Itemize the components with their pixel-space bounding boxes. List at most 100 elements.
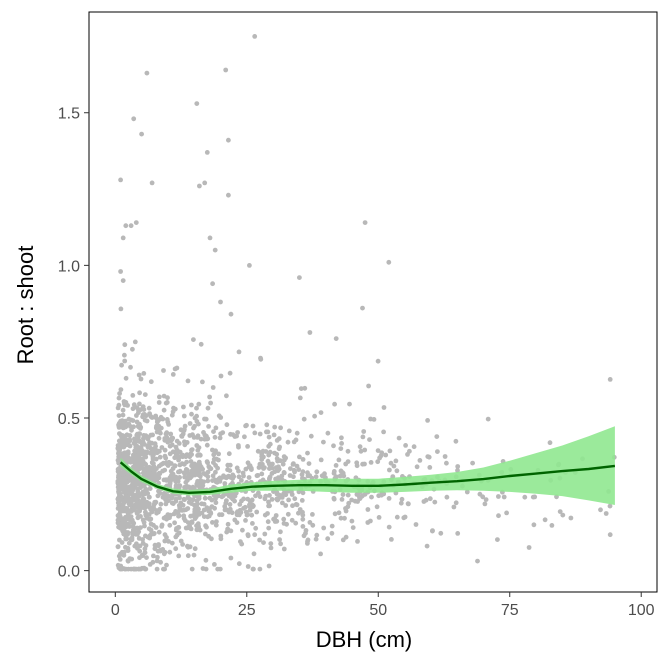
data-point [188, 452, 193, 457]
data-point [207, 394, 213, 400]
data-point [427, 465, 433, 470]
data-point [217, 475, 223, 481]
data-point [374, 504, 380, 510]
data-point [257, 566, 263, 572]
data-point [217, 479, 223, 484]
data-point [227, 370, 233, 376]
data-point [224, 393, 229, 399]
data-point [265, 519, 271, 525]
data-point [205, 469, 211, 475]
data-point [214, 519, 219, 524]
data-point [186, 471, 192, 476]
data-point [310, 522, 316, 528]
data-point [202, 436, 208, 442]
outlier-point [194, 101, 200, 106]
data-point [118, 387, 124, 392]
data-point [245, 533, 251, 539]
data-point [141, 468, 147, 474]
data-point [130, 393, 136, 398]
data-point [226, 451, 232, 457]
data-point [209, 536, 214, 542]
data-point [135, 467, 141, 473]
data-point [161, 407, 167, 413]
data-point [142, 412, 148, 417]
data-point [375, 459, 381, 465]
data-point [201, 430, 206, 435]
data-point [180, 542, 186, 547]
data-point [339, 497, 345, 502]
data-point [131, 506, 137, 511]
data-point [197, 484, 203, 490]
data-point [115, 405, 121, 411]
data-point [136, 372, 142, 378]
data-point [300, 469, 306, 475]
data-point [164, 535, 169, 540]
data-point [149, 440, 155, 446]
data-point [143, 509, 148, 515]
data-point [159, 445, 165, 450]
outlier-point [118, 269, 123, 274]
data-point [314, 469, 320, 475]
outlier-point [362, 220, 368, 226]
data-point [281, 454, 287, 459]
data-point [210, 385, 216, 390]
data-point [146, 494, 152, 500]
data-point [213, 469, 218, 475]
data-point [157, 394, 162, 400]
data-point [291, 461, 296, 466]
data-point [336, 457, 342, 463]
data-point [271, 432, 277, 438]
data-point [218, 536, 224, 542]
data-point [215, 465, 221, 471]
data-point [163, 501, 169, 507]
data-point [195, 506, 201, 511]
data-point [132, 339, 138, 345]
data-point [387, 467, 392, 473]
data-point [130, 346, 135, 352]
data-point [204, 524, 209, 530]
data-point [119, 362, 124, 368]
data-point [133, 493, 138, 498]
data-point [161, 368, 166, 373]
data-point [208, 400, 214, 406]
data-point [173, 546, 179, 552]
data-point [266, 443, 272, 449]
data-point [210, 473, 216, 479]
data-point [118, 509, 123, 515]
data-point [248, 465, 254, 471]
data-point [308, 433, 314, 439]
data-point [321, 525, 327, 531]
data-point [325, 536, 331, 542]
data-point [161, 551, 167, 557]
data-point [329, 523, 335, 529]
data-point [156, 448, 161, 454]
data-point [531, 522, 537, 528]
data-point [151, 461, 156, 466]
data-point [140, 537, 146, 542]
data-point [291, 439, 297, 445]
data-point [254, 509, 260, 515]
data-point [281, 546, 287, 552]
data-point [455, 531, 461, 536]
data-point [127, 433, 133, 438]
outlier-point [120, 278, 126, 283]
data-point [119, 436, 125, 441]
data-point [464, 489, 470, 495]
data-point [164, 461, 170, 467]
data-point [142, 392, 148, 397]
data-point [116, 395, 122, 401]
data-point [607, 503, 613, 509]
data-point [133, 457, 139, 462]
data-point [153, 456, 159, 462]
data-point [130, 477, 136, 483]
data-point [178, 427, 184, 433]
data-point [162, 467, 168, 473]
data-point [501, 494, 507, 500]
data-point [228, 431, 233, 437]
data-point [194, 467, 200, 473]
data-point [136, 566, 142, 572]
outlier-point [118, 177, 123, 183]
data-point [199, 480, 205, 485]
data-point [228, 528, 234, 534]
data-point [268, 541, 274, 546]
